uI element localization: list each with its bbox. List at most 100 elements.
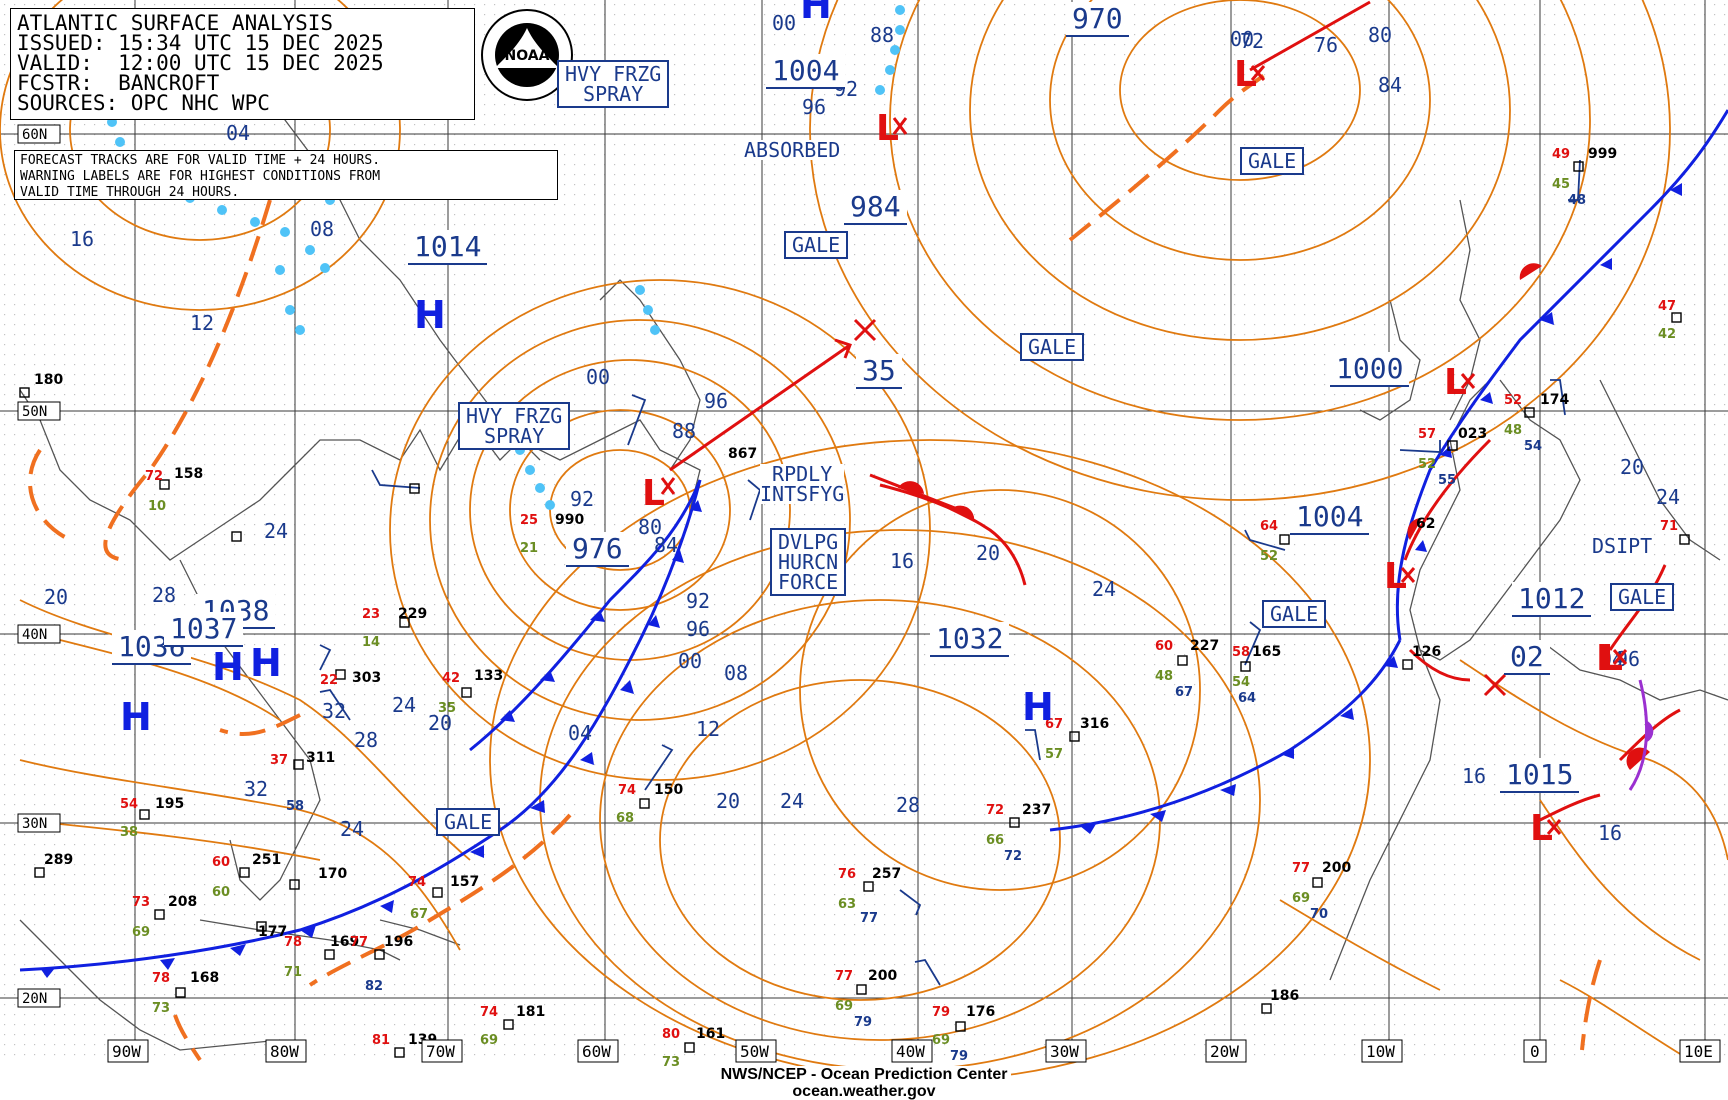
station-value: 251 [252,852,281,868]
low-center: L [1384,556,1407,597]
station-values: 180 158 229 303 133 311 195 289 251 170 … [34,146,1617,1048]
pressure-value: 1014 [408,230,488,265]
low-center: L [1234,54,1257,95]
svg-text:60: 60 [212,885,230,900]
svg-text:52: 52 [1418,457,1436,472]
forecast-pressure-value: 02 [1504,640,1550,675]
low-center: L [876,108,899,149]
svg-text:54: 54 [1524,439,1542,454]
longitude-labels: 90W 80W 70W 60W 50W 40W 30W 20W 10W 0 10… [107,1039,1721,1063]
svg-text:00: 00 [1230,27,1254,51]
svg-text:79: 79 [854,1015,872,1030]
issued-time: ISSUED: 15:34 UTC 15 DEC 2025 [17,31,384,55]
pressure-value: 984 [844,190,907,225]
svg-text:24: 24 [392,693,416,717]
svg-text:35: 35 [438,701,456,716]
noaa-logo: NOAA [481,9,573,101]
station-value: 023 [1458,426,1487,442]
svg-text:16: 16 [1462,764,1486,788]
station-value: 165 [1252,644,1281,660]
status-dissipating: DSIPT [1592,534,1653,558]
low-center: L [1596,638,1619,679]
svg-text:80: 80 [1368,23,1392,47]
svg-text:20: 20 [428,711,452,735]
svg-text:0: 0 [1530,1042,1540,1061]
svg-text:57: 57 [1418,427,1436,442]
svg-text:45: 45 [1552,177,1570,192]
svg-text:67: 67 [1045,717,1063,732]
svg-text:24: 24 [1656,485,1680,509]
svg-text:77: 77 [835,969,853,984]
station-value: 227 [1190,638,1219,654]
svg-text:50W: 50W [740,1042,769,1061]
sources: SOURCES: OPC NHC WPC [17,91,270,115]
station-value: 311 [306,750,335,766]
low-center-crosses [660,65,1628,835]
svg-text:78: 78 [284,935,302,950]
svg-text:78: 78 [152,971,170,986]
svg-text:10W: 10W [1366,1042,1395,1061]
svg-text:60N: 60N [22,127,47,143]
svg-text:58: 58 [1232,645,1250,660]
svg-text:74: 74 [618,783,636,798]
svg-text:69: 69 [1292,891,1310,906]
high-center: H [414,293,446,337]
svg-text:20: 20 [716,789,740,813]
svg-text:64: 64 [1238,691,1256,706]
low-pressure-centers: L L L L L L L L [642,54,1623,849]
status-rapidly-intensifying: RPDLY INTSFYG [760,462,845,506]
station-value: 289 [44,852,73,868]
forecast-positions [853,318,1507,697]
pressure-value: 1004 [1290,500,1370,535]
warning-developing-hurricane-force: DVLPG HURCN FORCE [770,528,847,596]
svg-text:92: 92 [686,589,710,613]
warning-gale: GALE [1020,333,1085,361]
svg-text:90W: 90W [112,1042,141,1061]
svg-text:08: 08 [310,217,334,241]
svg-text:77: 77 [1292,861,1310,876]
svg-text:12: 12 [696,717,720,741]
wind-barbs [319,159,1581,986]
svg-text:38: 38 [120,825,138,840]
station-value: 157 [450,874,479,890]
footer-website[interactable]: ocean.weather.gov [788,1083,940,1100]
station-value: 177 [258,924,287,940]
svg-text:80: 80 [662,1027,680,1042]
station-value: 126 [1412,644,1441,660]
svg-text:72: 72 [1004,849,1022,864]
svg-text:76: 76 [838,867,856,882]
low-center: L [1444,362,1467,403]
svg-text:96: 96 [802,95,826,119]
svg-text:21: 21 [520,541,538,556]
svg-text:14: 14 [362,635,380,650]
svg-text:70: 70 [1310,907,1328,922]
svg-text:63: 63 [838,897,856,912]
svg-text:00: 00 [586,365,610,389]
svg-text:57: 57 [1045,747,1063,762]
svg-text:70W: 70W [426,1042,455,1061]
svg-text:60: 60 [212,855,230,870]
chart-title: ATLANTIC SURFACE ANALYSIS [17,11,334,35]
svg-text:73: 73 [132,895,150,910]
svg-text:20: 20 [976,541,1000,565]
station-value: 990 [555,512,584,528]
svg-text:67: 67 [410,907,428,922]
svg-text:48: 48 [1504,423,1522,438]
svg-text:81: 81 [372,1033,390,1048]
forecast-pressure-value: 35 [856,354,902,389]
svg-text:28: 28 [354,728,378,752]
station-value: 170 [318,866,347,882]
svg-text:71: 71 [284,965,302,980]
station-value: 237 [1022,802,1051,818]
station-value: 169 [330,934,359,950]
high-pressure-centers: H H H H H H [120,0,1054,739]
station-value: 133 [474,668,503,684]
svg-text:48: 48 [1568,193,1586,208]
warning-hvy-frzg-spray: HVY FRZG SPRAY [458,402,571,450]
svg-text:16: 16 [890,549,914,573]
pressure-value: 1012 [1512,582,1592,617]
svg-text:12: 12 [190,311,214,335]
svg-text:10E: 10E [1684,1042,1713,1061]
cold-front-teeth [40,183,1682,978]
svg-text:80: 80 [638,515,662,539]
